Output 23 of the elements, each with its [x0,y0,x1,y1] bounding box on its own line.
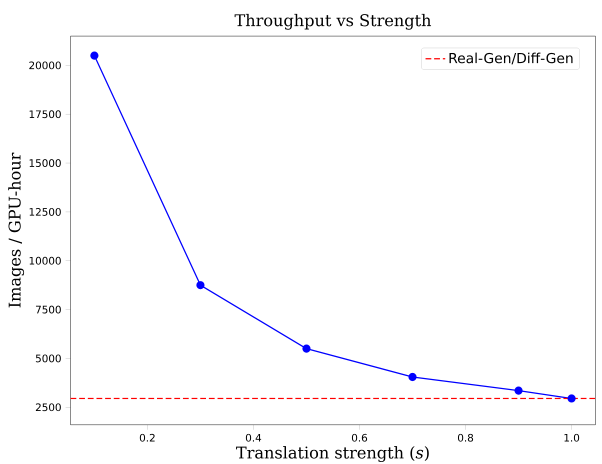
point [567,394,576,402]
x-tick-label: 0.4 [246,434,262,442]
y-tick-label: 5000 [36,354,61,362]
x-tick-label: 0.2 [140,434,155,442]
y-tick-label: 7500 [36,306,61,314]
x-axis-title: Translation strength (s) [236,446,429,462]
point [408,372,417,381]
point [302,344,311,353]
y-axis-title: Images / GPU-hour [8,152,24,308]
x-tick-label: 0.6 [352,434,368,442]
point [90,51,98,60]
legend-label: Real-Gen/Diff-Gen [450,52,573,64]
point [514,386,523,395]
x-tick-label: 1.0 [564,434,580,442]
chart-title: Throughput vs Strength [234,14,432,30]
x-tick-label: 0.8 [458,434,474,442]
y-tick-label: 12500 [30,208,61,216]
point [196,280,205,290]
y-tick-label: 10000 [30,256,61,265]
y-tick-label: 2500 [36,403,61,412]
y-tick-label: 17500 [30,110,61,118]
y-tick-label: 15000 [30,159,61,167]
y-tick-label: 20000 [29,61,61,70]
